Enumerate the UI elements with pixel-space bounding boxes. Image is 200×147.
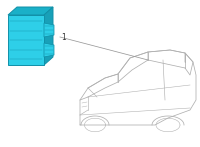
- Text: 1: 1: [61, 32, 66, 41]
- Polygon shape: [44, 23, 54, 37]
- Polygon shape: [8, 7, 53, 15]
- Polygon shape: [44, 7, 53, 65]
- Polygon shape: [8, 15, 44, 65]
- Polygon shape: [44, 43, 54, 57]
